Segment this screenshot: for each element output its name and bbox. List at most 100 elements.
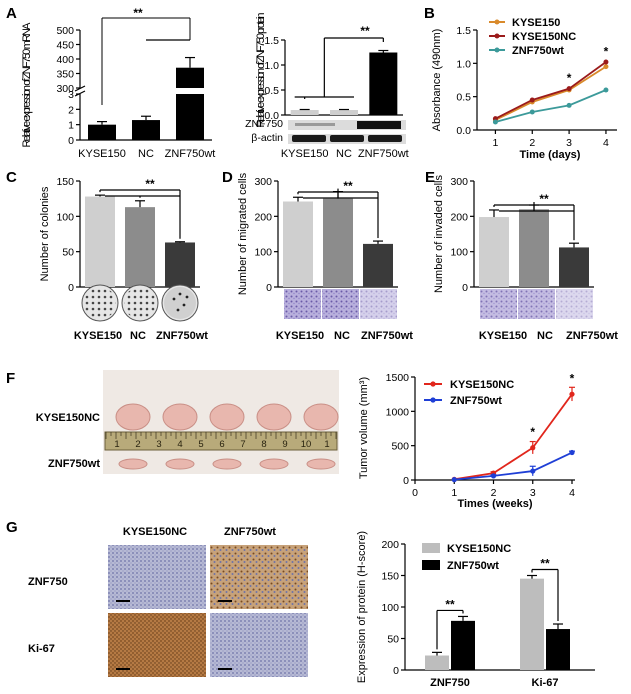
f-row-label-wt: ZNF750wt	[48, 458, 100, 470]
g-col-label-wt: ZNF750wt	[224, 526, 276, 538]
a1-bar-2-upper	[176, 67, 204, 88]
d-sig-stars: **	[343, 179, 353, 193]
b-ytick-label: 0.0	[456, 125, 471, 137]
b-ylabel: Absorbance (490nm)	[431, 29, 443, 132]
b-sig-3: *	[567, 71, 572, 85]
a1-ytick-lower-label: 3	[68, 89, 74, 101]
f-tumor-wt-1	[165, 458, 195, 470]
c-plate-colonies-2	[164, 287, 196, 319]
b-xtick-label: 3	[566, 137, 572, 149]
g-row-label-ki67: Ki-67	[28, 643, 55, 655]
b-point-2-1	[529, 109, 535, 115]
f-ruler-number: 9	[282, 439, 287, 450]
g-ytick-label: 50	[387, 634, 399, 646]
f-row-label-nc: KYSE150NC	[36, 412, 100, 424]
f-tumor-wt-0	[118, 458, 148, 470]
a2-xtick-label: NC	[336, 148, 352, 160]
c-ytick-label: 100	[56, 211, 74, 223]
blot-znf750-band-wt	[357, 121, 401, 129]
c-xtick-label: ZNF750wt	[156, 330, 208, 342]
blot-actin-band-1	[330, 135, 364, 142]
e-ytick-label: 300	[450, 176, 468, 188]
f-ruler-number: 7	[240, 439, 245, 450]
a1-xtick-label: NC	[138, 148, 154, 160]
b-legend-marker-2	[494, 47, 500, 53]
a2-bar-0	[290, 110, 319, 115]
f-ylabel: Tumor volume (mm³)	[358, 377, 370, 479]
g-bar-1-0	[520, 578, 544, 670]
a1-ytick-upper-label: 300	[56, 83, 74, 95]
c-ytick-label: 50	[62, 247, 74, 259]
f-tumor-nc-0	[115, 403, 151, 431]
f-ytick-label: 500	[391, 441, 409, 453]
g-sig-stars-1: **	[540, 557, 550, 571]
c-plate-colony-dot	[182, 303, 186, 307]
g-ihc-znf750-nc	[108, 545, 206, 609]
b-point-1-3	[603, 59, 609, 65]
a2-sig-stars: **	[360, 24, 370, 38]
a2-ylabel: Relative expression of ZNF750 protein	[255, 12, 267, 127]
panel-label-c: C	[6, 169, 17, 186]
e-bar-0	[479, 217, 509, 287]
f-sig-3: *	[530, 425, 535, 439]
f-ruler-number: 1	[114, 439, 119, 450]
f-xtick-label: 1	[451, 487, 457, 499]
a2-bar-1	[330, 110, 358, 115]
d-transwell-image-2	[360, 289, 397, 319]
e-xtick-label: KYSE150	[479, 330, 527, 342]
g-bar-0-1	[451, 620, 475, 670]
f-xtick-label: 4	[569, 487, 575, 499]
c-ytick-label: 150	[56, 176, 74, 188]
g-sig-stars-0: **	[445, 597, 455, 611]
d-xtick-label: KYSE150	[276, 330, 324, 342]
b-series-line-2	[495, 89, 607, 123]
b-point-2-2	[566, 102, 572, 108]
g-xtick-label: Ki-67	[532, 677, 559, 689]
f-legend-marker-1	[430, 397, 436, 403]
f-tumor-wt-3	[259, 458, 289, 470]
f-ruler-number: 5	[198, 439, 203, 450]
e-transwell-image-2	[556, 289, 593, 319]
panel-label-e: E	[425, 169, 435, 186]
e-bar-2	[559, 247, 589, 287]
blot-label-znf750: ZNF750	[245, 118, 283, 130]
g-bar-1-1	[546, 629, 570, 670]
b-point-2-0	[492, 119, 498, 125]
g-row-label-znf750: ZNF750	[28, 576, 68, 588]
f-point-1-1	[451, 477, 457, 483]
c-plate-colony-dot	[178, 292, 182, 296]
g-ytick-label: 150	[381, 571, 399, 583]
a1-xtick-label: ZNF750wt	[165, 148, 216, 160]
c-ylabel: Number of colonies	[39, 186, 51, 281]
e-ytick-label: 0	[462, 282, 468, 294]
a2-xtick-label: KYSE150	[281, 148, 329, 160]
f-ytick-label: 1000	[386, 406, 410, 418]
c-plate-colony-dot	[172, 297, 176, 301]
g-bar-0-0	[425, 655, 449, 670]
b-point-1-2	[566, 86, 572, 92]
c-xtick-label: KYSE150	[74, 330, 122, 342]
g-legend-swatch-1	[422, 560, 440, 570]
f-xtick-label: 0	[412, 487, 418, 499]
a2-ytick-label: 0.0	[264, 110, 279, 122]
g-col-label-nc: KYSE150NC	[123, 526, 187, 538]
panel-label-d: D	[222, 169, 233, 186]
c-xtick-label: NC	[130, 330, 146, 342]
f-ruler-number: 4	[177, 439, 182, 450]
b-ytick-label: 1.0	[456, 58, 471, 70]
b-series-line-0	[495, 65, 607, 121]
d-ytick-label: 200	[254, 211, 272, 223]
e-xtick-label: NC	[537, 330, 553, 342]
f-ruler-number: 1	[324, 439, 329, 450]
a1-bar-2-lower	[176, 94, 204, 140]
e-ylabel: Number of invaded cells	[433, 175, 445, 294]
c-sig-stars: **	[145, 177, 155, 191]
f-ruler-number: 6	[219, 439, 224, 450]
f-series-line-0	[454, 393, 573, 481]
f-tumor-nc-4	[303, 403, 339, 431]
b-ytick-label: 1.5	[456, 25, 471, 37]
panel-label-a: A	[6, 5, 17, 22]
blot-actin-band-2	[368, 135, 402, 142]
f-ytick-label: 0	[403, 475, 409, 487]
b-point-0-3	[603, 64, 609, 70]
